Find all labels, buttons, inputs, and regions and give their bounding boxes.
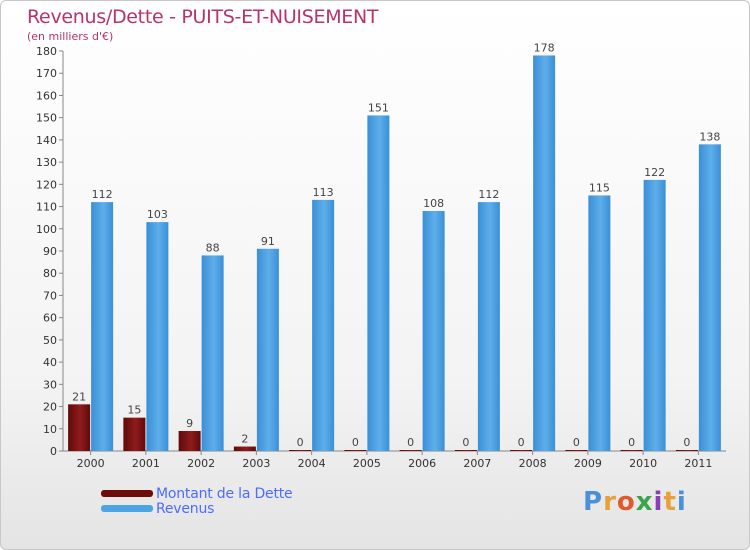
y-tick-label: 120: [36, 178, 57, 191]
y-tick-label: 110: [36, 201, 57, 214]
y-tick-label: 150: [36, 112, 57, 125]
bar-revenus: [201, 255, 224, 451]
x-tick-label: 2004: [298, 457, 326, 470]
y-tick-label: 70: [43, 289, 57, 302]
data-label-debt: 0: [573, 436, 580, 449]
y-tick-label: 10: [43, 423, 57, 436]
bar-debt: [510, 450, 533, 451]
x-tick-label: 2008: [519, 457, 547, 470]
logo-letter: x: [635, 487, 654, 517]
data-label-revenus: 113: [313, 186, 334, 199]
bar-debt: [565, 450, 588, 451]
y-tick-label: 180: [36, 45, 57, 58]
bar-debt: [68, 404, 91, 451]
x-tick-label: 2011: [684, 457, 712, 470]
data-label-revenus: 178: [534, 41, 555, 54]
y-tick-label: 100: [36, 223, 57, 236]
legend-swatch-revenus: [101, 505, 153, 512]
logo-letter: i: [653, 487, 664, 517]
x-tick-label: 2007: [463, 457, 491, 470]
data-label-debt: 2: [241, 433, 248, 446]
legend-label-debt: Montant de la Dette: [156, 486, 293, 502]
y-tick-label: 40: [43, 356, 57, 369]
bars: [68, 55, 721, 452]
data-label-debt: 0: [297, 436, 304, 449]
legend-label-revenus: Revenus: [156, 501, 215, 517]
bar-revenus: [698, 144, 721, 452]
data-label-revenus: 151: [368, 101, 389, 114]
bar-revenus: [146, 222, 169, 451]
bar-debt: [289, 450, 312, 451]
x-tick-label: 2006: [408, 457, 436, 470]
bar-debt: [399, 450, 422, 451]
y-tick-label: 20: [43, 401, 57, 414]
x-tick-label: 2010: [629, 457, 657, 470]
y-tick-label: 60: [43, 312, 57, 325]
bar-debt: [454, 450, 477, 451]
y-tick-label: 140: [36, 134, 57, 147]
bar-debt: [620, 450, 643, 451]
data-label-revenus: 108: [423, 197, 444, 210]
data-label-revenus: 91: [261, 235, 275, 248]
data-label-debt: 21: [72, 390, 86, 403]
bar-revenus: [477, 202, 500, 451]
data-labels: 21 112 15 103 9 88 2 91 0 113 0 151 0 108 0 112 0 178 0 115…: [72, 41, 720, 449]
y-tick-label: 170: [36, 67, 57, 80]
legend-swatch-debt: [101, 490, 153, 497]
y-tick-label: 130: [36, 156, 57, 169]
data-label-debt: 9: [186, 417, 193, 430]
logo-letter: P: [583, 487, 604, 517]
x-tick-label: 2003: [242, 457, 270, 470]
bar-revenus: [91, 202, 114, 451]
x-axis-ticks: 2000 2001 2002 2003 2004 2005 2006 2007 2008 2009…: [77, 451, 712, 470]
logo-letter: r: [603, 487, 617, 517]
proxiti-logo: Proxiti: [583, 487, 687, 517]
data-label-debt: 0: [462, 436, 469, 449]
data-label-revenus: 122: [644, 166, 665, 179]
data-label-debt: 0: [518, 436, 525, 449]
bar-revenus: [312, 199, 335, 451]
y-tick-label: 90: [43, 245, 57, 258]
x-tick-label: 2001: [132, 457, 160, 470]
data-label-revenus: 138: [699, 130, 720, 143]
chart-title: Revenus/Dette - PUITS-ET-NUISEMENT: [27, 6, 379, 28]
y-tick-label: 160: [36, 89, 57, 102]
data-label-revenus: 112: [92, 188, 113, 201]
data-label-revenus: 115: [589, 181, 610, 194]
x-tick-label: 2002: [187, 457, 215, 470]
y-tick-label: 50: [43, 334, 57, 347]
y-tick-label: 0: [50, 445, 57, 458]
y-tick-label: 80: [43, 267, 57, 280]
bar-debt: [675, 450, 698, 451]
x-tick-label: 2009: [574, 457, 602, 470]
bar-revenus: [256, 248, 279, 451]
data-label-debt: 15: [127, 404, 141, 417]
data-label-revenus: 103: [147, 208, 168, 221]
bar-revenus: [367, 115, 390, 451]
bar-debt: [344, 450, 367, 451]
bar-debt: [123, 417, 146, 451]
y-tick-label: 30: [43, 378, 57, 391]
bar-revenus: [643, 179, 666, 451]
bar-revenus: [533, 55, 556, 451]
bar-debt: [178, 431, 201, 451]
bar-revenus: [588, 195, 611, 451]
logo-letter: t: [663, 487, 677, 517]
data-label-revenus: 88: [206, 241, 220, 254]
chart-subtitle: (en milliers d'€): [27, 30, 114, 43]
x-tick-label: 2000: [77, 457, 105, 470]
data-label-debt: 0: [683, 436, 690, 449]
data-label-debt: 0: [352, 436, 359, 449]
logo-letter: o: [616, 487, 636, 517]
data-label-revenus: 112: [478, 188, 499, 201]
logo-letter: i: [676, 487, 687, 517]
data-label-debt: 0: [628, 436, 635, 449]
data-label-debt: 0: [407, 436, 414, 449]
x-tick-label: 2005: [353, 457, 381, 470]
bar-debt: [233, 446, 256, 451]
y-axis-ticks: 0 10 20 30 40 50 60 70 80 90 100 110 120 130 140 150 160…: [36, 45, 63, 458]
bar-revenus: [422, 211, 445, 451]
